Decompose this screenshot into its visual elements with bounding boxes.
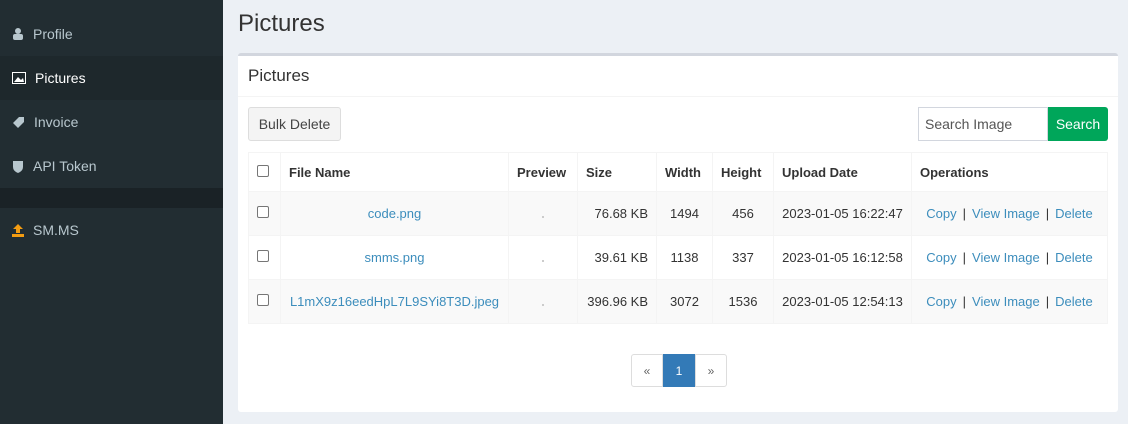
box-title: Pictures [238,56,1118,97]
operation-separator: | [962,206,967,221]
search-button[interactable]: Search [1048,107,1108,141]
width-cell: 1138 [656,235,713,280]
preview-thumb [542,216,544,218]
operation-separator: | [1045,294,1050,309]
column-header: Width [656,152,713,192]
nav-item[interactable]: Invoice [0,100,223,144]
operation-link[interactable]: Delete [1055,250,1093,265]
icon [13,28,23,40]
height-cell: 337 [712,235,774,280]
checkbox[interactable] [257,250,269,262]
file-link[interactable]: L1mX9z16eedHpL7L9SYi8T3D.jpeg [289,294,500,309]
column-header: Preview [508,152,578,192]
preview-cell [508,279,578,324]
operation-link[interactable]: Delete [1055,294,1093,309]
operation-link[interactable]: Copy [926,294,957,309]
icon [12,223,24,237]
nav-item[interactable]: API Token [0,144,223,188]
nav-label: Profile [33,26,73,42]
operation-separator: | [1045,206,1050,221]
operations-cell: Copy | View Image | Delete [911,235,1108,280]
checkbox-cell [248,235,281,280]
file-name-cell: L1mX9z16eedHpL7L9SYi8T3D.jpeg [280,279,509,324]
nav-label: Invoice [34,114,79,130]
size-cell: 396.96 KB [577,279,657,324]
icon [13,160,23,173]
upload-date-cell: 2023-01-05 12:54:13 [773,279,912,324]
operation-link[interactable]: Copy [926,250,957,265]
column-header: Size [577,152,657,192]
upload-date-cell: 2023-01-05 16:22:47 [773,191,912,236]
operation-link[interactable]: Delete [1055,206,1093,221]
width-cell: 1494 [656,191,713,236]
preview-thumb [542,304,544,306]
nav-label: Pictures [35,70,86,86]
preview-cell [508,191,578,236]
operation-separator: | [962,250,967,265]
nav-item[interactable]: Pictures [0,56,223,100]
operation-separator: | [1045,250,1050,265]
page-next[interactable]: » [695,354,727,387]
table: File Name Preview Size Width Height Upload Da… [248,152,1108,324]
file-link[interactable]: smms.png [364,250,425,265]
operation-link[interactable]: Copy [926,206,957,221]
table-row: smms.png 39.61 KB 1138 337 2023-01-05 16:12:… [248,235,1108,280]
table-row: code.png 76.68 KB 1494 456 2023-01-05 16:22:… [248,191,1108,236]
checkbox-cell [248,279,281,324]
page-current[interactable]: 1 [663,354,695,387]
pagination: « 1 » [631,354,727,387]
height-cell: 1536 [712,279,774,324]
height-cell: 456 [712,191,774,236]
column-header: Upload Date [773,152,912,192]
upload-date-cell: 2023-01-05 16:12:58 [773,235,912,280]
checkbox[interactable] [257,206,269,218]
preview-thumb [542,260,544,262]
box: Pictures Bulk Delete Search Image Search… [238,53,1118,412]
icon [13,116,24,128]
column-header: Height [712,152,774,192]
operation-link[interactable]: View Image [972,206,1040,221]
file-name-cell: smms.png [280,235,509,280]
size-cell: 39.61 KB [577,235,657,280]
file-name-cell: code.png [280,191,509,236]
sidebar: Profile Pictures Invoice API Token SM.MS [0,0,223,424]
operation-link[interactable]: View Image [972,250,1040,265]
nav-label: SM.MS [33,222,79,238]
checkbox-cell [248,152,281,192]
operations-cell: Copy | View Image | Delete [911,191,1108,236]
page-prev[interactable]: « [631,354,663,387]
checkbox-cell [248,191,281,236]
nav-label: API Token [33,158,97,174]
preview-cell [508,235,578,280]
bulk-delete-button[interactable]: Bulk Delete [248,107,341,141]
nav-item[interactable]: SM.MS [0,208,223,252]
separator [0,188,223,208]
operation-link[interactable]: View Image [972,294,1040,309]
table-row: L1mX9z16eedHpL7L9SYi8T3D.jpeg 396.96 KB 30… [248,279,1108,324]
checkbox[interactable] [257,164,269,177]
file-link[interactable]: code.png [367,206,422,221]
width-cell: 3072 [656,279,713,324]
icon [12,72,26,84]
column-header: File Name [280,152,509,192]
operations-cell: Copy | View Image | Delete [911,279,1108,324]
nav-item[interactable]: Profile [0,12,223,56]
operation-separator: | [962,294,967,309]
search-input[interactable]: Search Image [918,107,1048,141]
checkbox[interactable] [257,294,269,306]
size-cell: 76.68 KB [577,191,657,236]
page-title: Pictures [238,10,325,37]
column-header: Operations [911,152,1108,192]
